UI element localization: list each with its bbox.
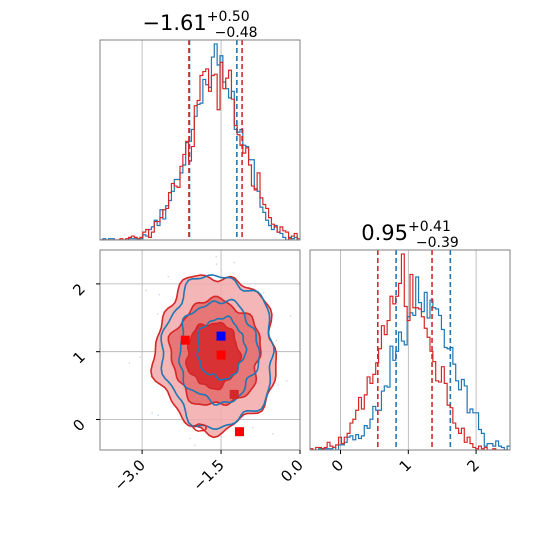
sample-point xyxy=(275,339,278,342)
sample-point xyxy=(145,289,148,292)
marker-square xyxy=(216,350,226,360)
histogram-series-line xyxy=(100,61,300,240)
sample-point xyxy=(203,223,205,225)
x-tick-labels: 0 1 2 xyxy=(328,450,483,476)
sample-point xyxy=(233,261,236,264)
sample-point xyxy=(262,292,265,294)
sample-point xyxy=(151,412,153,414)
sample-point xyxy=(215,263,218,265)
histogram-series-line xyxy=(310,276,510,450)
blue-contour-level xyxy=(160,274,275,431)
histogram-series xyxy=(310,250,510,450)
sample-point xyxy=(251,426,254,429)
y-tick-label: 2 xyxy=(69,280,88,299)
grid-lines xyxy=(340,250,477,450)
panel-hist-param-2: 0 1 2 0.95+0.41 −0.39 xyxy=(309,219,511,476)
contour-layers xyxy=(128,223,309,447)
y-tick-label: 1 xyxy=(69,348,88,367)
title-median: 0.95 xyxy=(361,221,408,245)
marker-square xyxy=(229,389,239,399)
axes-frame xyxy=(99,249,301,451)
sample-point xyxy=(193,444,196,447)
red-contour-level xyxy=(184,321,243,391)
sample-point xyxy=(271,432,274,435)
x-tick-label: −1.5 xyxy=(189,456,227,494)
marker-square xyxy=(234,427,244,437)
x-tick-label: 1 xyxy=(396,456,415,475)
title-plus: +0.41 xyxy=(408,219,451,235)
histogram-series-line xyxy=(100,43,300,240)
y-tick-label: 0 xyxy=(69,416,88,435)
sample-point xyxy=(286,380,288,382)
sample-point xyxy=(167,275,170,278)
x-tick-label: 0 xyxy=(328,456,347,475)
marker-square xyxy=(180,335,190,345)
x-tick-label: 2 xyxy=(463,456,482,475)
sample-point xyxy=(307,356,309,358)
sample-point xyxy=(307,334,309,336)
title-median: −1.61 xyxy=(142,11,206,35)
marker-square xyxy=(216,331,226,341)
panel-title: −1.61+0.50 −0.48 xyxy=(142,9,257,41)
x-tick-labels: −3.0 −1.5 0.0 xyxy=(110,450,307,495)
blue-contour-level xyxy=(196,315,248,381)
axes-frame xyxy=(99,39,301,241)
sample-point xyxy=(289,315,292,317)
y-tick-labels: 0 1 2 xyxy=(69,280,100,435)
sample-point xyxy=(158,293,161,296)
sample-point xyxy=(157,414,160,417)
title-plus: +0.50 xyxy=(207,9,250,25)
sample-point xyxy=(215,255,217,258)
sample-point xyxy=(156,313,159,315)
histogram-series xyxy=(100,40,300,240)
histogram-series-line xyxy=(310,253,510,450)
title-minus: −0.48 xyxy=(215,25,258,41)
title-minus: −0.39 xyxy=(416,235,459,251)
panel-contour: −3.0 −1.5 0.0 0 1 2 xyxy=(69,223,309,495)
sample-point xyxy=(277,384,279,387)
panel-title: 0.95+0.41 −0.39 xyxy=(361,219,459,251)
sample-point xyxy=(189,437,191,440)
panel-hist-param-1: −1.61+0.50 −0.48 xyxy=(99,9,301,241)
sample-point xyxy=(128,362,131,364)
x-tick-label: 0.0 xyxy=(277,456,307,486)
x-tick-label: −3.0 xyxy=(110,456,148,494)
red-contour-island xyxy=(192,423,208,432)
sample-point xyxy=(139,356,142,358)
axes-frame xyxy=(309,249,511,451)
